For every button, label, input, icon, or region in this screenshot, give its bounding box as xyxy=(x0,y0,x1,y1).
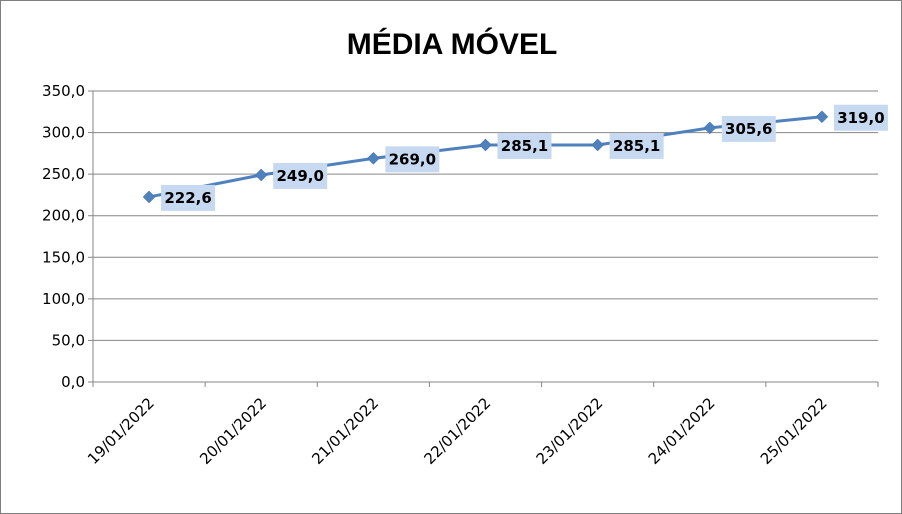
data-label: 269,0 xyxy=(389,150,436,168)
data-label-box xyxy=(609,132,664,159)
data-label: 285,1 xyxy=(613,137,660,155)
x-tick-label: 21/01/2022 xyxy=(308,394,382,468)
data-point-marker xyxy=(815,110,829,124)
data-point-marker xyxy=(142,190,156,204)
y-tick-label: 100,0 xyxy=(42,290,85,308)
y-axis-tick-labels: 0,0 50,0 100,0 150,0 200,0 250,0 300,0 350,0 xyxy=(42,82,85,391)
y-tick-label: 50,0 xyxy=(52,331,85,349)
y-tick-label: 0,0 xyxy=(61,373,85,391)
data-label-box xyxy=(721,115,776,142)
y-tick-label: 250,0 xyxy=(42,165,85,183)
data-label-box xyxy=(497,132,552,159)
x-tick-label: 25/01/2022 xyxy=(757,394,831,468)
series-line xyxy=(148,115,823,199)
data-point-marker xyxy=(479,138,492,152)
data-label-box xyxy=(273,162,328,189)
chart-title: MÉDIA MÓVEL xyxy=(347,27,558,61)
data-label-box xyxy=(833,104,888,131)
data-label-box xyxy=(161,184,216,211)
series-layer xyxy=(142,110,829,204)
data-label: 305,6 xyxy=(725,120,772,138)
x-tick-label: 22/01/2022 xyxy=(420,394,494,468)
data-label: 319,0 xyxy=(837,109,884,127)
x-tick-label: 20/01/2022 xyxy=(196,394,270,468)
data-label: 222,6 xyxy=(164,189,211,207)
data-point-marker xyxy=(591,138,604,152)
y-tick-label: 200,0 xyxy=(42,207,85,225)
grid-lines xyxy=(93,90,878,341)
data-label: 249,0 xyxy=(276,167,323,185)
x-axis-tick-labels: 19/01/2022 20/01/2022 21/01/2022 22/01/2022… xyxy=(84,394,831,468)
x-tick-label: 23/01/2022 xyxy=(533,394,607,468)
data-point-marker xyxy=(367,151,380,165)
data-point-marker xyxy=(703,121,717,135)
y-tick-label: 300,0 xyxy=(42,124,85,142)
data-point-marker xyxy=(254,168,268,182)
data-label-box xyxy=(385,146,440,173)
data-labels: 222,6 249,0 269,0 285,1 285,1 305,6 319,0 xyxy=(161,104,888,211)
y-tick-label: 350,0 xyxy=(42,82,85,100)
x-tick-label: 19/01/2022 xyxy=(84,394,158,468)
x-tick-label: 24/01/2022 xyxy=(645,394,719,468)
data-label: 285,1 xyxy=(501,137,548,155)
axes xyxy=(88,90,879,387)
y-tick-label: 150,0 xyxy=(42,248,85,266)
